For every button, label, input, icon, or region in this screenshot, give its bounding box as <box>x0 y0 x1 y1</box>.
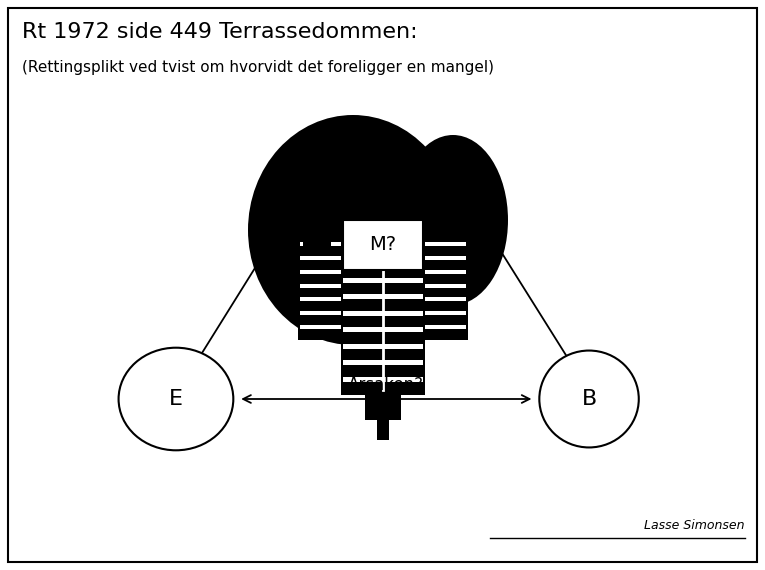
Bar <box>425 325 466 329</box>
Bar <box>343 344 423 348</box>
Bar <box>300 242 341 246</box>
Text: E: E <box>169 389 183 409</box>
Text: (Rettingsplikt ved tvist om hvorvidt det foreligger en mangel): (Rettingsplikt ved tvist om hvorvidt det… <box>22 60 494 75</box>
Bar <box>343 220 423 270</box>
Bar <box>298 230 343 340</box>
Bar <box>425 256 466 260</box>
Bar <box>425 242 466 246</box>
Bar <box>343 360 423 365</box>
Bar <box>343 311 423 316</box>
Bar <box>425 283 466 287</box>
Bar <box>300 311 341 315</box>
Bar <box>268 207 498 212</box>
Text: Lasse Simonsen: Lasse Simonsen <box>644 519 745 532</box>
Text: M?: M? <box>369 235 396 254</box>
Bar <box>425 311 466 315</box>
Bar <box>425 270 466 274</box>
Bar <box>343 278 423 283</box>
Ellipse shape <box>119 348 233 450</box>
Bar <box>283 220 483 232</box>
Bar <box>300 297 341 302</box>
Bar <box>343 327 423 332</box>
Bar <box>343 245 423 250</box>
Text: B: B <box>581 389 597 409</box>
Bar <box>365 392 401 420</box>
Text: Rt 1972 side 449 Terrassedommen:: Rt 1972 side 449 Terrassedommen: <box>22 22 418 42</box>
Bar <box>303 230 331 250</box>
Bar <box>343 377 423 381</box>
Bar <box>300 283 341 287</box>
Bar <box>300 325 341 329</box>
Bar <box>300 256 341 260</box>
Bar <box>343 261 423 266</box>
Ellipse shape <box>398 135 508 305</box>
Bar <box>423 230 468 340</box>
Bar <box>341 230 425 395</box>
Ellipse shape <box>248 115 458 345</box>
Bar <box>273 212 493 220</box>
Bar <box>377 418 389 440</box>
Bar <box>425 297 466 302</box>
Ellipse shape <box>539 351 639 447</box>
Text: Årsaken?: Årsaken? <box>348 376 425 394</box>
Bar <box>343 294 423 299</box>
Bar <box>300 270 341 274</box>
